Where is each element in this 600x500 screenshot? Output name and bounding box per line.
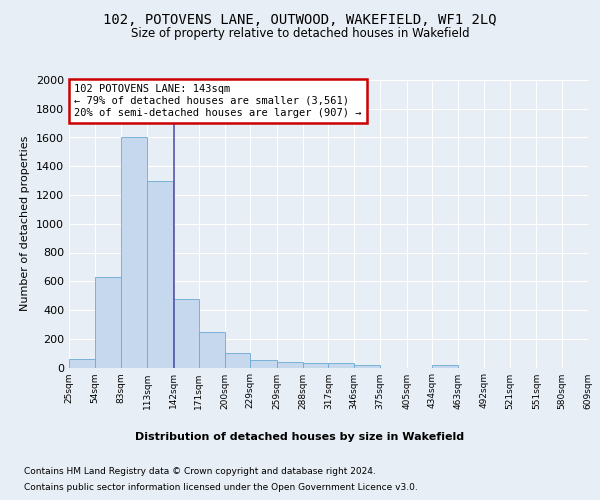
Bar: [354, 364, 380, 368]
Bar: [121, 138, 147, 368]
Bar: [303, 363, 329, 368]
Text: Contains public sector information licensed under the Open Government Licence v3: Contains public sector information licen…: [24, 482, 418, 492]
Text: 102, POTOVENS LANE, OUTWOOD, WAKEFIELD, WF1 2LQ: 102, POTOVENS LANE, OUTWOOD, WAKEFIELD, …: [103, 12, 497, 26]
Bar: [224, 353, 250, 368]
Bar: [329, 363, 354, 368]
Bar: [147, 180, 173, 368]
Text: Size of property relative to detached houses in Wakefield: Size of property relative to detached ho…: [131, 28, 469, 40]
Bar: [277, 362, 303, 368]
Text: Contains HM Land Registry data © Crown copyright and database right 2024.: Contains HM Land Registry data © Crown c…: [24, 468, 376, 476]
Bar: [433, 364, 458, 368]
Bar: [69, 359, 95, 368]
Bar: [173, 298, 199, 368]
Bar: [199, 332, 224, 368]
Y-axis label: Number of detached properties: Number of detached properties: [20, 136, 31, 312]
Bar: [250, 360, 277, 368]
Bar: [95, 277, 121, 368]
Text: Distribution of detached houses by size in Wakefield: Distribution of detached houses by size …: [136, 432, 464, 442]
Text: 102 POTOVENS LANE: 143sqm
← 79% of detached houses are smaller (3,561)
20% of se: 102 POTOVENS LANE: 143sqm ← 79% of detac…: [74, 84, 362, 117]
